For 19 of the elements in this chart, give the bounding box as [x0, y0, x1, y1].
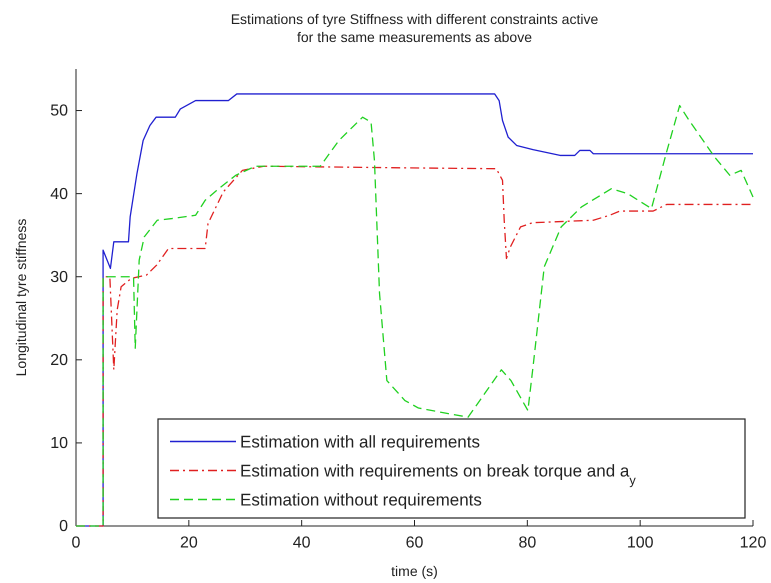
legend-label: Estimation with requirements on break torque and a$_{y}$: [240, 462, 636, 487]
y-tick-label: 0: [59, 518, 68, 536]
x-tick-label: 40: [292, 534, 311, 552]
x-tick-label: 80: [518, 534, 536, 552]
y-tick-label: 10: [50, 435, 68, 452]
chart-title: Estimations of tyre Stiffness with different constraints active for the same measurements as above: [230, 11, 598, 45]
y-tick-label: 50: [50, 102, 68, 120]
x-axis-title: time (s): [391, 563, 438, 579]
x-tick-label: 60: [406, 534, 424, 552]
legend-label: Estimation without requirements: [240, 490, 482, 510]
x-tick-label: 120: [740, 534, 766, 552]
x-tick-label: 0: [72, 534, 81, 552]
y-tick-label: 40: [50, 186, 68, 203]
x-tick-label: 20: [180, 534, 198, 552]
legend-label: Estimation with all requirements: [240, 432, 480, 452]
y-axis-title: Longitudinal tyre stiffness: [13, 218, 29, 376]
x-tick-label: 100: [626, 534, 654, 552]
y-tick-label: 30: [50, 268, 68, 286]
y-tick-label: 20: [50, 352, 68, 369]
